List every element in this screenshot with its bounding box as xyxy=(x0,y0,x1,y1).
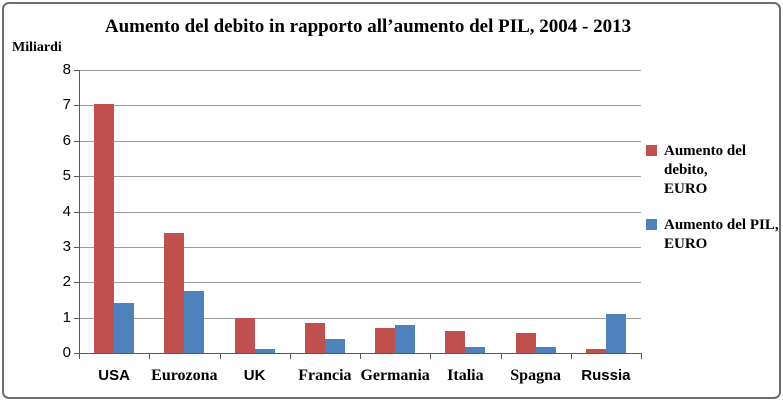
y-axis-tick xyxy=(74,140,79,142)
pil-bar-italia xyxy=(465,346,486,353)
x-axis-tick xyxy=(289,354,291,359)
category-label-italia: Italia xyxy=(447,367,484,384)
y-axis-tick xyxy=(74,246,79,248)
pil-bar-germania xyxy=(395,324,416,353)
x-axis-tick xyxy=(360,354,361,359)
y-axis-tick xyxy=(74,105,79,107)
debito-bar-usa xyxy=(94,103,115,353)
category-label-uk: UK xyxy=(243,367,266,384)
y-tick-label: 6 xyxy=(62,131,71,149)
y-tick-label: 2 xyxy=(62,273,71,291)
legend-swatch-icon xyxy=(646,145,657,156)
legend-swatch-icon xyxy=(646,219,657,230)
pil-bar-eurozona xyxy=(184,291,205,353)
pil-bar-uk xyxy=(254,348,275,353)
debito-bar-italia xyxy=(445,331,466,353)
debito-bar-eurozona xyxy=(164,232,185,353)
debito-bar-francia xyxy=(304,322,325,353)
debito-bar-germania xyxy=(375,328,396,353)
category-label-spagna: Spagna xyxy=(510,367,561,384)
x-axis xyxy=(79,353,642,354)
y-tick-label: 0 xyxy=(62,344,71,361)
debito-bar-spagna xyxy=(515,332,536,353)
y-axis-tick xyxy=(74,317,79,319)
pil-bar-usa xyxy=(114,303,135,353)
y-gridline xyxy=(79,282,641,284)
y-gridline xyxy=(79,176,641,178)
y-gridline xyxy=(79,70,641,71)
plot-area: 0 1 2 3 4 5 6 7 8 USA Eurozona UK Francia Germania Ita… xyxy=(4,4,779,397)
y-tick-label: 4 xyxy=(62,202,71,220)
y-tick-label: 1 xyxy=(62,308,71,326)
legend-label: Aumento del debito, EURO xyxy=(664,143,747,197)
x-axis-tick xyxy=(149,354,151,359)
y-gridline xyxy=(79,211,641,213)
legend-item-debito: Aumento del debito, EURO xyxy=(646,142,779,199)
x-axis-tick xyxy=(641,354,642,359)
y-gridline xyxy=(79,317,641,319)
category-label-germania: Germania xyxy=(360,367,430,384)
category-label-usa: USA xyxy=(98,367,130,384)
x-axis-tick xyxy=(570,354,572,359)
chart-title: Aumento del debito in rapporto all’aumen… xyxy=(104,16,632,37)
y-axis-tick xyxy=(74,70,79,71)
legend-item-pil: Aumento del PIL, EURO xyxy=(646,216,779,254)
pil-bar-francia xyxy=(324,338,345,353)
y-gridline xyxy=(79,140,641,142)
category-label-russia: Russia xyxy=(581,367,631,384)
y-axis-unit-label: Miliardi xyxy=(12,40,62,55)
y-tick-label: 3 xyxy=(62,237,71,255)
legend-label: Aumento del PIL, EURO xyxy=(664,217,779,252)
x-axis-tick xyxy=(500,354,502,359)
y-axis-tick xyxy=(74,211,79,213)
y-gridline xyxy=(79,105,641,107)
category-label-eurozona: Eurozona xyxy=(151,367,218,384)
y-tick-label: 5 xyxy=(62,167,71,185)
debito-bar-uk xyxy=(234,317,255,353)
y-axis-tick xyxy=(74,353,79,354)
y-tick-label: 7 xyxy=(62,96,71,114)
category-label-francia: Francia xyxy=(298,367,352,384)
y-axis-tick xyxy=(74,282,79,284)
debito-bar-russia xyxy=(585,349,606,353)
pil-bar-russia xyxy=(605,314,626,353)
x-axis-tick xyxy=(79,354,80,359)
y-gridline xyxy=(79,246,641,248)
x-axis-tick xyxy=(219,354,221,359)
x-axis-tick xyxy=(430,354,432,359)
y-tick-label: 8 xyxy=(62,61,71,78)
y-axis-tick xyxy=(74,176,79,178)
y-axis xyxy=(79,70,80,354)
pil-bar-spagna xyxy=(535,346,556,353)
